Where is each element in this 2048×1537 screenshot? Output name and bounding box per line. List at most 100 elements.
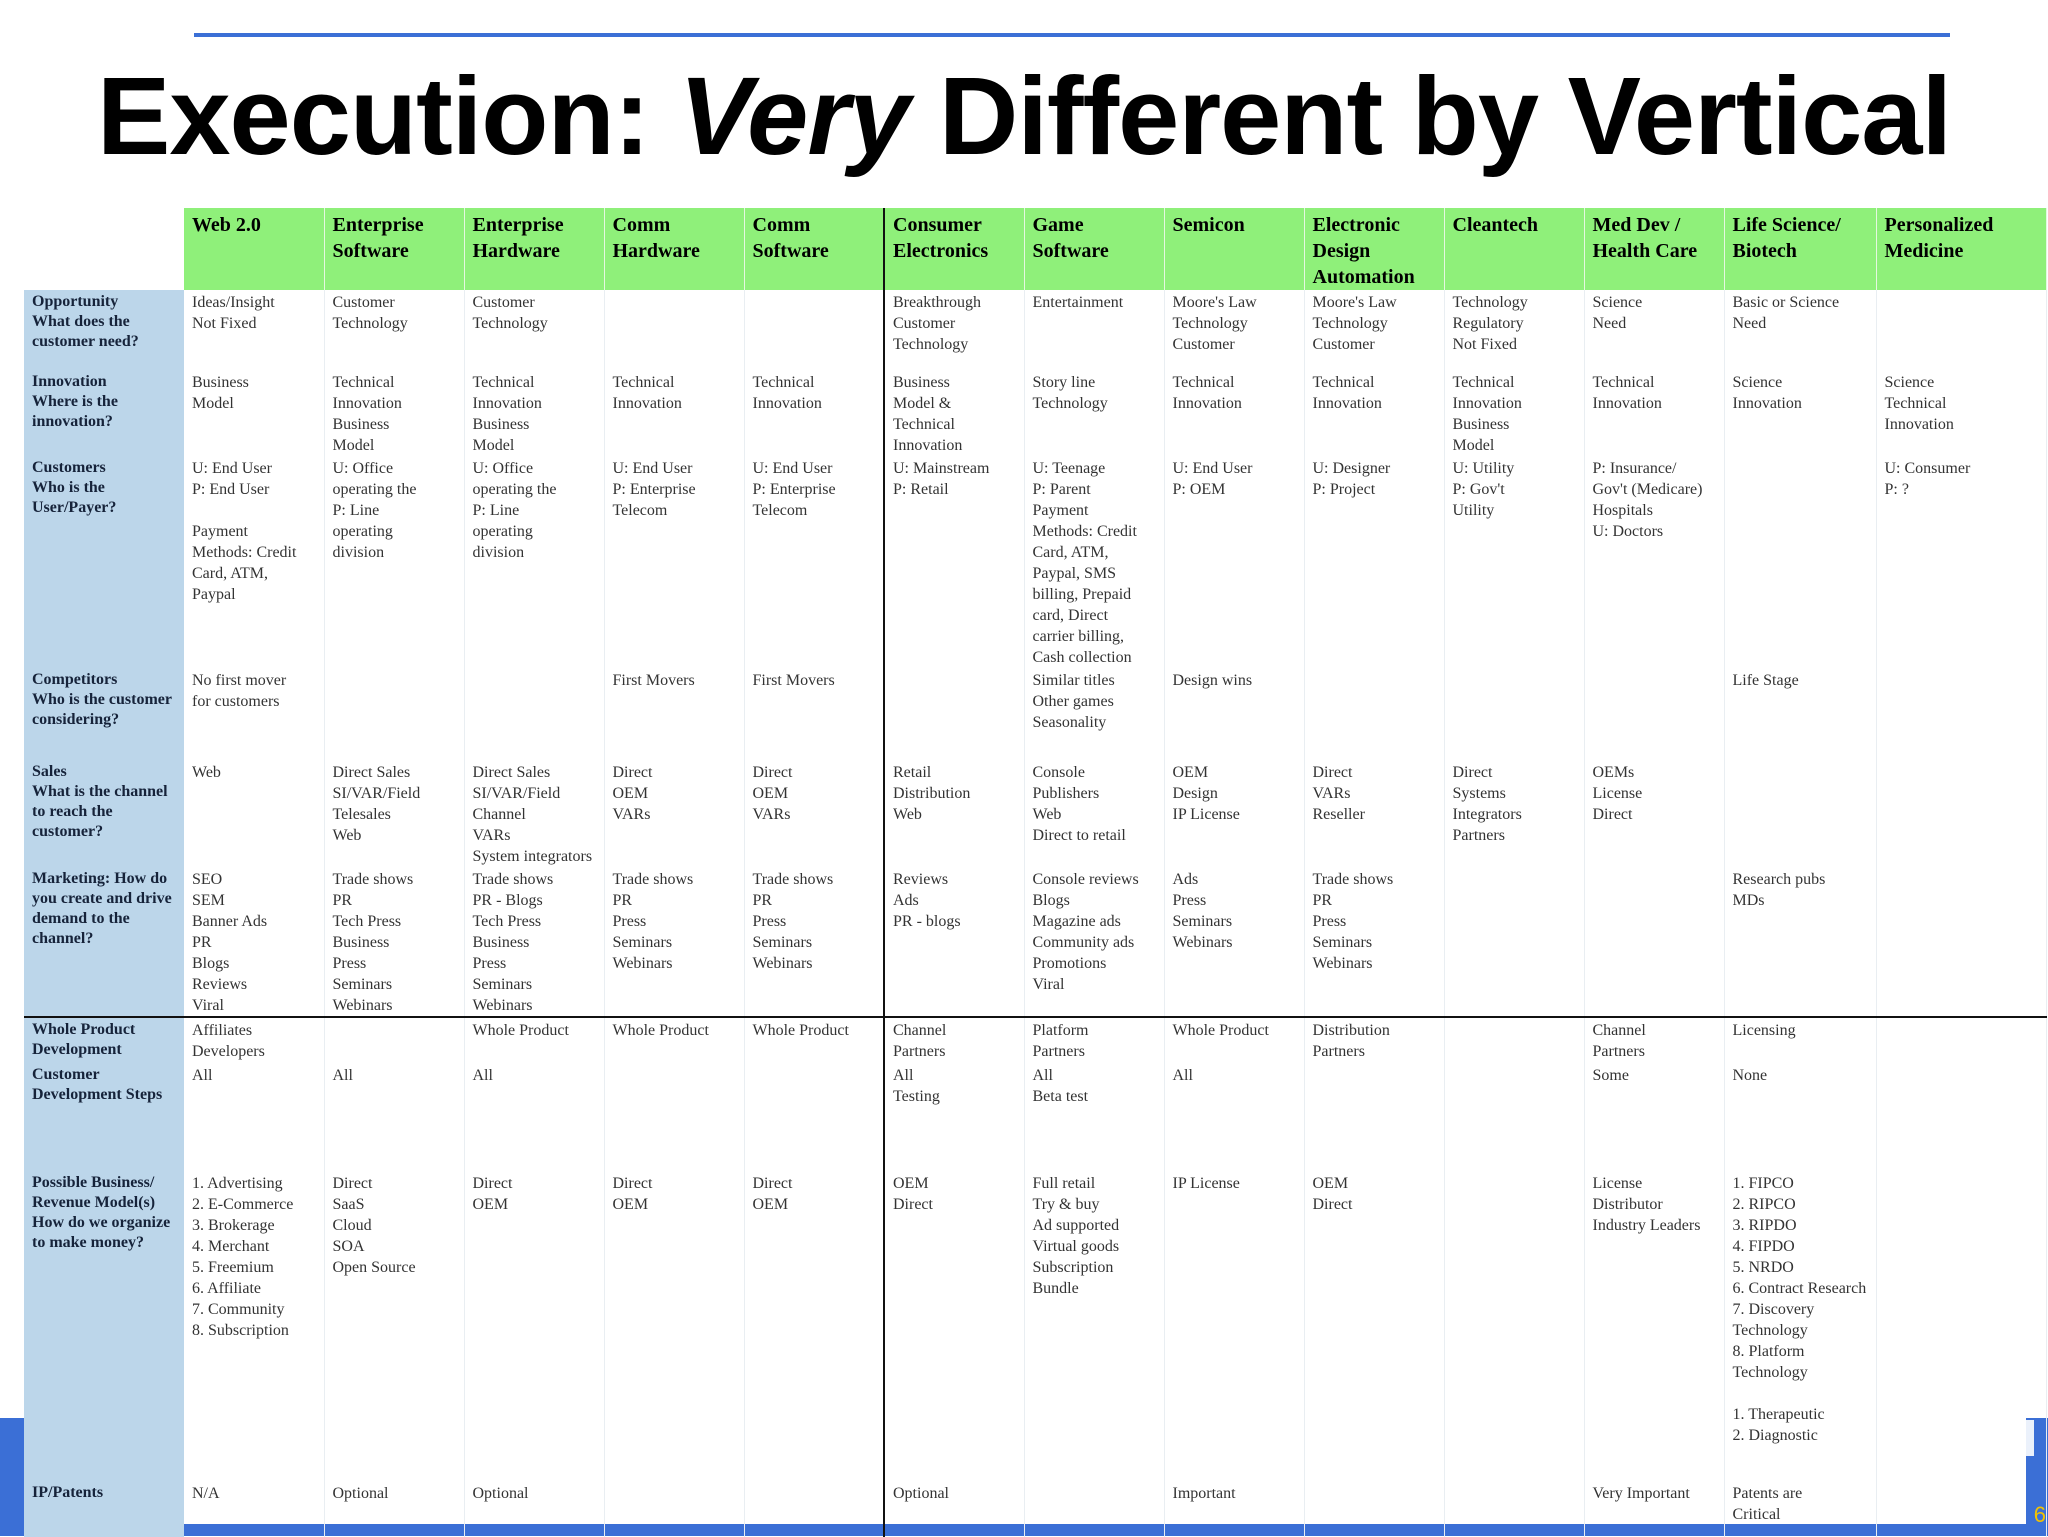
table-cell: Research pubs MDs [1724, 867, 1877, 1017]
table-cell: OEM Direct [884, 1171, 1025, 1481]
table-cell: OEM Design IP License [1164, 760, 1305, 867]
table-cell: U: Consumer P: ? [1876, 456, 2047, 668]
table-cell [1876, 1481, 2047, 1537]
table-row: Opportunity What does the customer need?… [24, 290, 2047, 370]
table-cell [1876, 760, 2047, 867]
table-cell: Full retail Try & buy Ad supported Virtu… [1024, 1171, 1165, 1481]
column-header-game-software: Game Software [1024, 208, 1165, 290]
table-row: Whole Product Development Affiliates Deve… [24, 1016, 2047, 1063]
table-cell: First Movers [744, 668, 885, 760]
table-cell: Direct OEM [464, 1171, 605, 1481]
column-header-med-dev-health-care: Med Dev / Health Care [1584, 208, 1725, 290]
table-cell: 1. FIPCO 2. RIPCO 3. RIPDO 4. FIPDO 5. N… [1724, 1171, 1877, 1481]
table-cell [604, 1063, 745, 1171]
table-cell [1444, 867, 1585, 1017]
table-cell: OEMs License Direct [1584, 760, 1725, 867]
table-cell [1444, 1063, 1585, 1171]
vertical-comparison-table: Web 2.0 Enterprise Software Enterprise Har… [24, 208, 2047, 1537]
table-cell: Design wins [1164, 668, 1305, 760]
table-cell: Reviews Ads PR - blogs [884, 867, 1025, 1017]
table-cell: Technical Innovation [744, 370, 885, 456]
table-cell: First Movers [604, 668, 745, 760]
column-header-web-2-0: Web 2.0 [184, 208, 325, 290]
row-header: Opportunity What does the customer need? [24, 290, 184, 370]
table-cell [1444, 1171, 1585, 1481]
column-header-comm-hardware: Comm Hardware [604, 208, 745, 290]
row-header: Possible Business/ Revenue Model(s) How … [24, 1171, 184, 1481]
table-cell: Technical Innovation [1584, 370, 1725, 456]
column-header-enterprise-software: Enterprise Software [324, 208, 465, 290]
column-header-semicon: Semicon [1164, 208, 1305, 290]
table-cell: Science Technical Innovation [1876, 370, 2047, 456]
table-cell: Platform Partners [1024, 1016, 1165, 1063]
table-cell: Optional [464, 1481, 605, 1537]
table-cell [1584, 867, 1725, 1017]
table-cell: Very Important [1584, 1481, 1725, 1537]
table-cell: Console Publishers Web Direct to retail [1024, 760, 1165, 867]
table-cell: Direct OEM [744, 1171, 885, 1481]
table-cell: All [324, 1063, 465, 1171]
table-cell: Trade shows PR - Blogs Tech Press Busine… [464, 867, 605, 1017]
table-cell: Whole Product [1164, 1016, 1305, 1063]
table-cell: Breakthrough Customer Technology [884, 290, 1025, 370]
table-cell [1304, 1063, 1445, 1171]
table-cell: 1. Advertising 2. E-Commerce 3. Brokerag… [184, 1171, 325, 1481]
table-cell: Technical Innovation Business Model [464, 370, 605, 456]
table-cell: U: Office operating the P: Line operatin… [324, 456, 465, 668]
table-cell: Retail Distribution Web [884, 760, 1025, 867]
table-cell: Direct OEM [604, 1171, 745, 1481]
table-cell: Direct VARs Reseller [1304, 760, 1445, 867]
table-row: Possible Business/ Revenue Model(s) How … [24, 1171, 2047, 1481]
table-cell [1876, 668, 2047, 760]
table-cell: Technical Innovation [604, 370, 745, 456]
table-cell: Direct OEM VARs [604, 760, 745, 867]
table-cell: Important [1164, 1481, 1305, 1537]
table-cell [324, 1016, 465, 1063]
table-cell: U: Designer P: Project [1304, 456, 1445, 668]
table-cell [1304, 668, 1445, 760]
title-rule [194, 33, 1950, 37]
table-cell: Patents are Critical [1724, 1481, 1877, 1537]
table-corner [24, 208, 184, 290]
table-cell: Moore's Law Technology Customer [1304, 290, 1445, 370]
table-cell: Channel Partners [1584, 1016, 1725, 1063]
table-cell: Direct Systems Integrators Partners [1444, 760, 1585, 867]
table-cell: Technical Innovation [1164, 370, 1305, 456]
table-cell: Business Model & Technical Innovation [884, 370, 1025, 456]
table-cell: Whole Product [744, 1016, 885, 1063]
table-cell: Science Need [1584, 290, 1725, 370]
table-cell: None [1724, 1063, 1877, 1171]
table-cell: U: End User P: OEM [1164, 456, 1305, 668]
table-cell [1876, 1063, 2047, 1171]
table-cell: Direct SaaS Cloud SOA Open Source [324, 1171, 465, 1481]
table-cell [1876, 290, 2047, 370]
column-header-comm-software: Comm Software [744, 208, 885, 290]
table-cell: U: Teenage P: Parent Payment Methods: Cr… [1024, 456, 1165, 668]
table-cell: OEM Direct [1304, 1171, 1445, 1481]
table-cell: No first mover for customers [184, 668, 325, 760]
table-cell: All [464, 1063, 605, 1171]
table-cell [1724, 760, 1877, 867]
column-header-personalized-medicine: Personalized Medicine [1876, 208, 2047, 290]
table-cell: Channel Partners [884, 1016, 1025, 1063]
table-cell [744, 290, 885, 370]
row-header: Innovation Where is the innovation? [24, 370, 184, 456]
table-cell [604, 1481, 745, 1537]
table-cell [1876, 867, 2047, 1017]
table-cell: U: Office operating the P: Line operatin… [464, 456, 605, 668]
table-row: Innovation Where is the innovation? Busin… [24, 370, 2047, 456]
table-cell: IP License [1164, 1171, 1305, 1481]
table-cell: Web [184, 760, 325, 867]
table-row: IP/Patents N/A Optional Optional Optional Imp… [24, 1481, 2047, 1537]
table-cell: Licensing [1724, 1016, 1877, 1063]
table-cell [604, 290, 745, 370]
table-cell: N/A [184, 1481, 325, 1537]
row-header: Whole Product Development [24, 1016, 184, 1063]
table-cell: Trade shows PR Press Seminars Webinars [604, 867, 745, 1017]
table-cell: Similar titles Other games Seasonality [1024, 668, 1165, 760]
table-cell: Trade shows PR Press Seminars Webinars [744, 867, 885, 1017]
table-cell [324, 668, 465, 760]
table-cell: Whole Product [464, 1016, 605, 1063]
table-cell: Optional [884, 1481, 1025, 1537]
table-cell: Direct OEM VARs [744, 760, 885, 867]
